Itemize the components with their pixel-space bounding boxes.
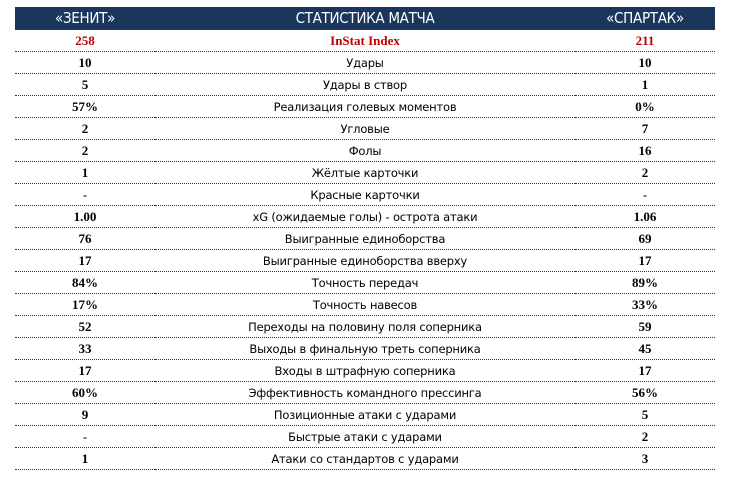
stat-label: Выигранные единоборства xyxy=(155,227,575,250)
away-value: 45 xyxy=(575,337,715,360)
home-value: 76 xyxy=(15,227,155,250)
stat-row: - Быстрые атаки с ударами 2 xyxy=(15,425,715,448)
home-value: 1 xyxy=(15,161,155,184)
stat-row: 1.00 xG (ожидаемые голы) - острота атаки 1… xyxy=(15,205,715,228)
away-value: 69 xyxy=(575,227,715,250)
stat-row: 17% Точность навесов 33% xyxy=(15,293,715,316)
home-value: 60% xyxy=(15,381,155,404)
home-value: 2 xyxy=(15,139,155,162)
stat-row: 1 Атаки со стандартов с ударами 3 xyxy=(15,447,715,470)
home-value: 9 xyxy=(15,403,155,426)
stat-row: 84% Точность передач 89% xyxy=(15,271,715,294)
stat-row: 2 Фолы 16 xyxy=(15,139,715,162)
stat-label: Реализация голевых моментов xyxy=(155,95,575,118)
home-value: 1 xyxy=(15,447,155,470)
away-value: 17 xyxy=(575,249,715,272)
stat-row: 57% Реализация голевых моментов 0% xyxy=(15,95,715,118)
away-value: 16 xyxy=(575,139,715,162)
stat-row: 17 Входы в штрафную соперника 17 xyxy=(15,359,715,382)
stat-label: Быстрые атаки с ударами xyxy=(155,425,575,448)
stat-row: 10 Удары 10 xyxy=(15,51,715,74)
home-team-header: «ЗЕНИТ» xyxy=(15,7,155,30)
home-value: 10 xyxy=(15,51,155,74)
stat-row: 60% Эффективность командного прессинга 56% xyxy=(15,381,715,404)
stat-label: InStat Index xyxy=(155,29,575,52)
stat-label: Точность навесов xyxy=(155,293,575,316)
header-row: «ЗЕНИТ» СТАТИСТИКА МАТЧА «СПАРТАК» xyxy=(15,7,715,30)
home-value: 57% xyxy=(15,95,155,118)
away-value: 2 xyxy=(575,161,715,184)
stat-label: Точность передач xyxy=(155,271,575,294)
away-value: 5 xyxy=(575,403,715,426)
away-value: 211 xyxy=(575,29,715,52)
stat-row: 52 Переходы на половину поля соперника 59 xyxy=(15,315,715,338)
stat-label: Позиционные атаки с ударами xyxy=(155,403,575,426)
away-value: 10 xyxy=(575,51,715,74)
away-value: 17 xyxy=(575,359,715,382)
away-value: 59 xyxy=(575,315,715,338)
stat-row: 17 Выигранные единоборства вверху 17 xyxy=(15,249,715,272)
away-value: 3 xyxy=(575,447,715,470)
stat-row: 1 Жёлтые карточки 2 xyxy=(15,161,715,184)
stat-row: 5 Удары в створ 1 xyxy=(15,73,715,96)
stat-row: - Красные карточки - xyxy=(15,183,715,206)
stat-label: Жёлтые карточки xyxy=(155,161,575,184)
away-team-header: «СПАРТАК» xyxy=(575,7,715,30)
home-value: 52 xyxy=(15,315,155,338)
away-value: 56% xyxy=(575,381,715,404)
stat-label: Удары в створ xyxy=(155,73,575,96)
stat-label: xG (ожидаемые голы) - острота атаки xyxy=(155,205,575,228)
stat-label: Выигранные единоборства вверху xyxy=(155,249,575,272)
home-value: 33 xyxy=(15,337,155,360)
home-value: 84% xyxy=(15,271,155,294)
stat-label: Входы в штрафную соперника xyxy=(155,359,575,382)
stat-label: Фолы xyxy=(155,139,575,162)
stat-row: 9 Позиционные атаки с ударами 5 xyxy=(15,403,715,426)
stat-label: Удары xyxy=(155,51,575,74)
stat-label: Красные карточки xyxy=(155,183,575,206)
stat-label: Атаки со стандартов с ударами xyxy=(155,447,575,470)
home-value: 17 xyxy=(15,359,155,382)
table-title: СТАТИСТИКА МАТЧА xyxy=(155,7,575,30)
home-value: 2 xyxy=(15,117,155,140)
away-value: 0% xyxy=(575,95,715,118)
home-value: 1.00 xyxy=(15,205,155,228)
stat-row: 2 Угловые 7 xyxy=(15,117,715,140)
stat-row: 33 Выходы в финальную треть соперника 45 xyxy=(15,337,715,360)
home-value: 17 xyxy=(15,249,155,272)
stat-row: 76 Выигранные единоборства 69 xyxy=(15,227,715,250)
home-value: 5 xyxy=(15,73,155,96)
stat-label: Переходы на половину поля соперника xyxy=(155,315,575,338)
away-value: 1.06 xyxy=(575,205,715,228)
away-value: 1 xyxy=(575,73,715,96)
stat-label: Эффективность командного прессинга xyxy=(155,381,575,404)
away-value: 7 xyxy=(575,117,715,140)
home-value: - xyxy=(15,183,155,206)
away-value: 2 xyxy=(575,425,715,448)
stat-row: 258 InStat Index 211 xyxy=(15,29,715,52)
stat-label: Угловые xyxy=(155,117,575,140)
home-value: - xyxy=(15,425,155,448)
home-value: 17% xyxy=(15,293,155,316)
away-value: 89% xyxy=(575,271,715,294)
away-value: - xyxy=(575,183,715,206)
stat-label: Выходы в финальную треть соперника xyxy=(155,337,575,360)
match-stats-table: «ЗЕНИТ» СТАТИСТИКА МАТЧА «СПАРТАК» 258 In… xyxy=(15,7,715,470)
away-value: 33% xyxy=(575,293,715,316)
home-value: 258 xyxy=(15,29,155,52)
